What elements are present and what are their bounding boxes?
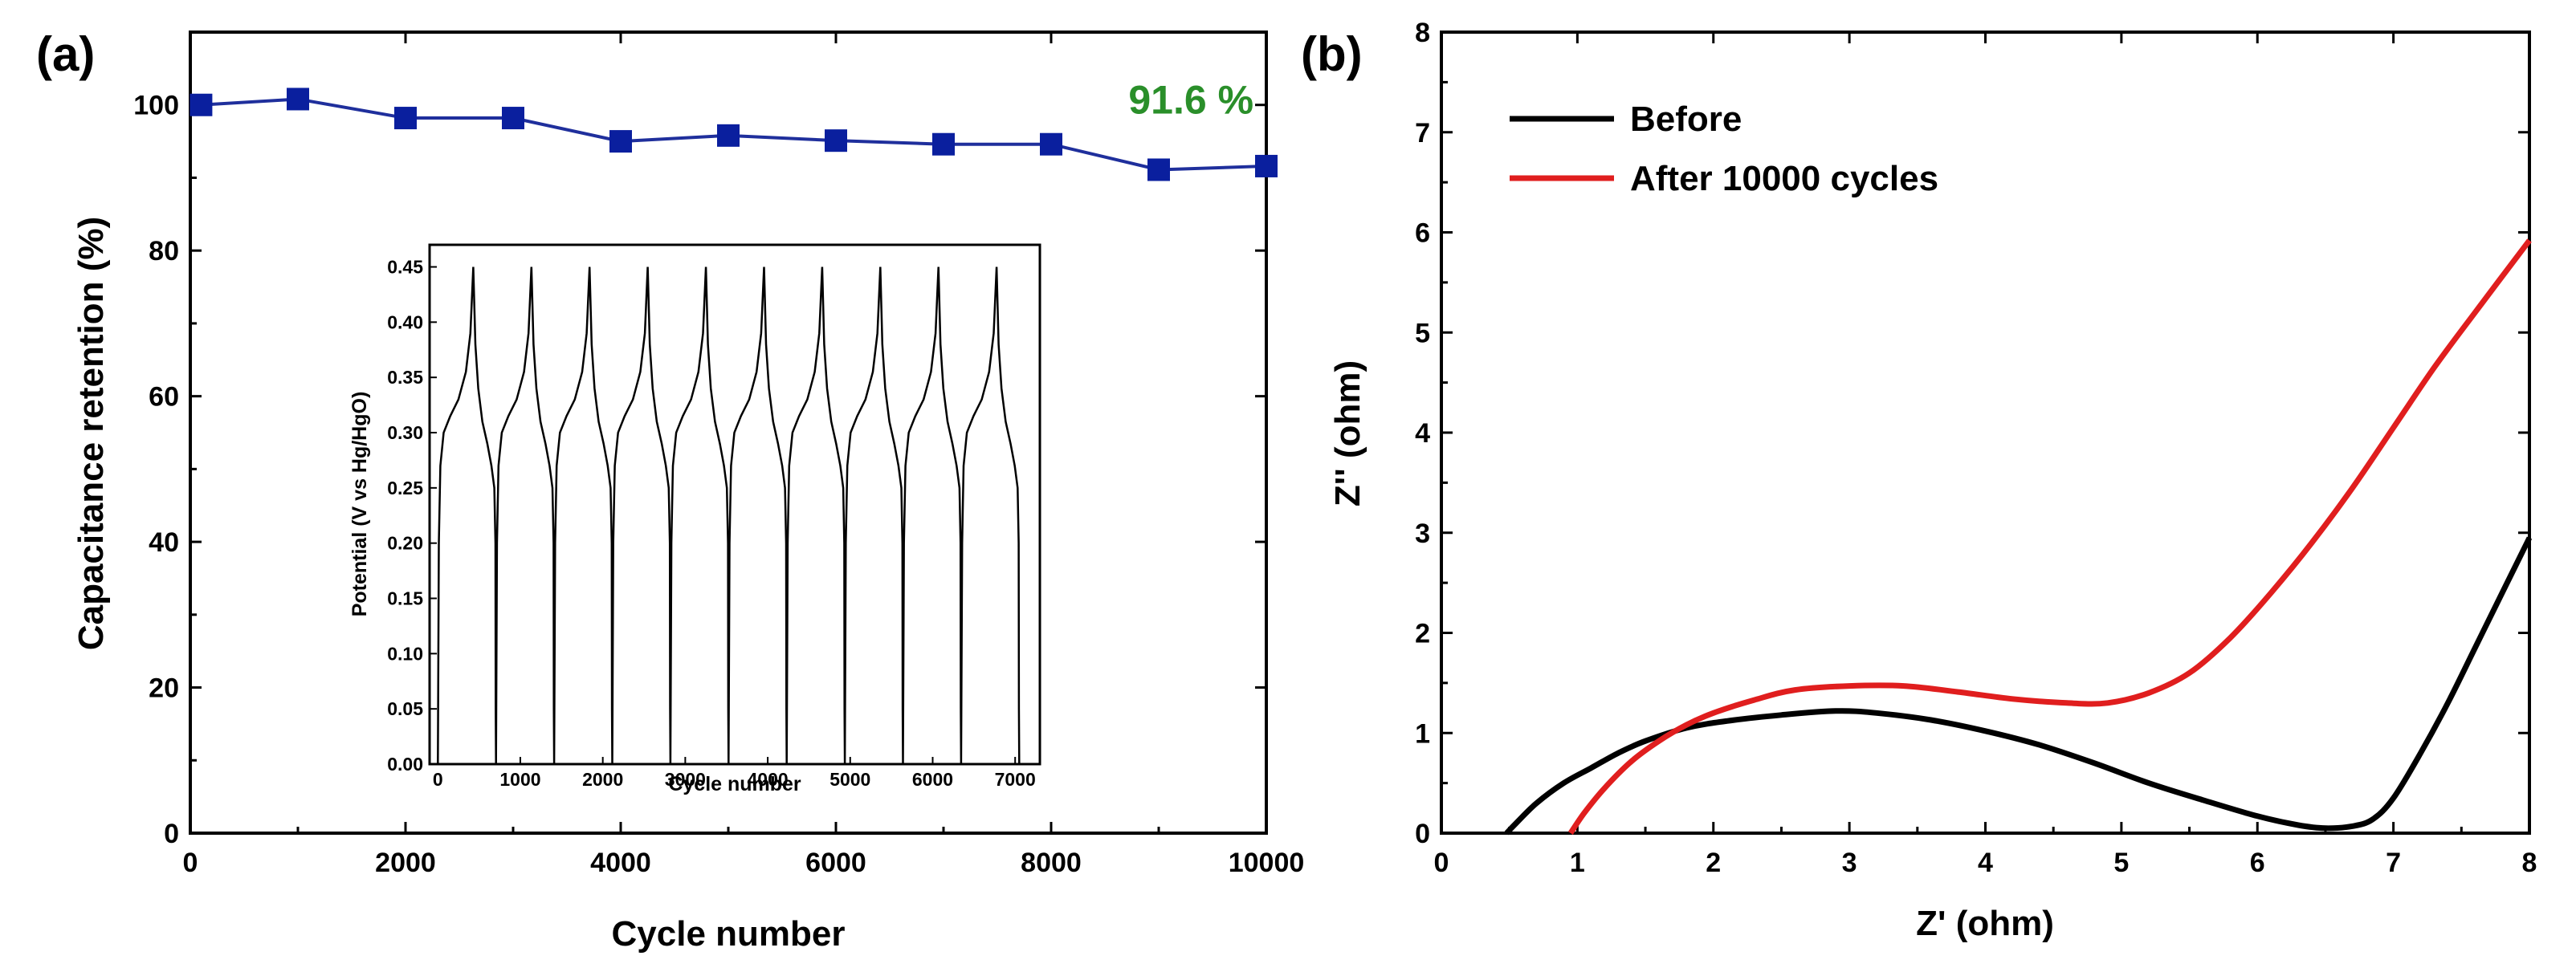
inset-x-tick-label: 5000: [829, 769, 870, 790]
inset-x-tick-label: 3000: [665, 769, 706, 790]
inset-x-tick-label: 0: [433, 769, 443, 790]
retention-point: [502, 107, 524, 130]
panel-b-ticks: [1440, 31, 2531, 835]
retention-point: [609, 130, 632, 153]
panel-a-x-tick-labels: 0 2000 4000 6000 8000 10000: [183, 848, 1305, 878]
panel-a-y-tick-labels: 0 20 40 60 80 100: [133, 91, 179, 849]
panel-b-y-tick-label: 4: [1415, 418, 1430, 449]
panel-b-x-tick-label: 7: [2386, 848, 2401, 878]
panel-a-y-tick-label: 0: [164, 819, 179, 849]
inset-y-tick-label: 0.25: [387, 478, 423, 498]
panel-b-y-tick-labels: 0 1 2 3 4 5 6 7 8: [1415, 18, 1430, 849]
panel-a-y-tick-label: 100: [133, 91, 179, 121]
inset-y-tick-label: 0.45: [387, 257, 423, 278]
after-curve: [1567, 238, 2532, 835]
retention-point: [717, 124, 740, 147]
panel-a-series: [190, 87, 1278, 181]
panel-b-x-tick-label: 2: [1706, 848, 1721, 878]
panel-a-y-tick-label: 40: [149, 527, 179, 558]
inset-y-tick-label: 0.05: [387, 698, 423, 719]
retention-point: [190, 93, 213, 116]
retention-point: [1147, 158, 1170, 181]
inset-chart: 0 1000 2000 3000 4000 5000 6000 7000 0.000.050.…: [348, 243, 1041, 795]
retention-point: [287, 87, 309, 111]
inset-x-tick-label: 4000: [747, 769, 788, 790]
panel-b-y-tick-label: 0: [1415, 819, 1430, 849]
panel-a-y-tick-label: 20: [149, 673, 179, 704]
panel-b-x-tick-label: 4: [1978, 848, 1993, 878]
inset-y-tick-label: 0.35: [387, 367, 423, 388]
inset-y-tick-labels: 0.00 0.05 0.10 0.15 0.20 0.25 0.30 0.35 0.40 0.45: [387, 257, 423, 775]
panel-b-y-tick-label: 2: [1415, 619, 1430, 649]
retention-point: [932, 132, 955, 156]
inset-potential-curve: [437, 266, 1021, 765]
inset-x-tick-label: 2000: [582, 769, 623, 790]
inset-x-tick-label: 7000: [995, 769, 1036, 790]
panel-b-series: [1504, 238, 2533, 836]
panel-b-x-tick-label: 0: [1434, 848, 1449, 878]
panel-b-x-tick-label: 6: [2250, 848, 2265, 878]
retention-point: [825, 129, 847, 153]
inset-y-tick-label: 0.15: [387, 588, 423, 609]
inset-y-tick-label: 0.30: [387, 422, 423, 443]
panel-b-label: (b): [1301, 27, 1363, 81]
inset-frame: [428, 243, 1041, 766]
panel-b: (b) 0 1 2 3 4 5 6 7 8 0 1 2 3 4 5 6 7 8 Z' (ohm) Z'' (oh…: [1301, 18, 2537, 943]
panel-a-y-tick-label: 80: [149, 236, 179, 266]
inset-x-tick-label: 1000: [499, 769, 540, 790]
panel-b-x-tick-label: 8: [2522, 848, 2537, 878]
panel-a-x-tick-label: 0: [183, 848, 198, 878]
panel-b-y-tick-label: 5: [1415, 318, 1430, 348]
panel-a-x-axis-label: Cycle number: [612, 914, 846, 954]
panel-a-y-axis-label: Capacitance retention (%): [71, 217, 111, 650]
panel-b-x-axis-label: Z' (ohm): [1916, 904, 2054, 943]
retention-point: [394, 107, 417, 130]
panel-b-x-tick-label: 3: [1842, 848, 1857, 878]
inset-y-tick-label: 0.40: [387, 311, 423, 332]
panel-a-label: (a): [36, 27, 95, 81]
panel-b-y-tick-label: 7: [1415, 118, 1430, 148]
inset-y-tick-label: 0.20: [387, 533, 423, 554]
legend: Before After 10000 cycles: [1510, 100, 1938, 198]
panel-a-x-tick-label: 6000: [805, 848, 866, 878]
inset-x-tick-label: 6000: [912, 769, 953, 790]
panel-b-y-tick-label: 1: [1415, 718, 1430, 749]
panel-b-x-tick-labels: 0 1 2 3 4 5 6 7 8: [1434, 848, 2537, 878]
panel-b-frame: [1440, 31, 2531, 835]
inset-y-axis-label: Potential (V vs Hg/HgO): [348, 392, 371, 617]
legend-after-label: After 10000 cycles: [1630, 159, 1938, 198]
inset-y-tick-label: 0.10: [387, 643, 423, 664]
inset-x-tick-labels: 0 1000 2000 3000 4000 5000 6000 7000: [433, 769, 1036, 790]
panel-a-x-tick-label: 4000: [590, 848, 651, 878]
legend-before-label: Before: [1630, 100, 1742, 139]
panel-a-x-tick-label: 10000: [1229, 848, 1305, 878]
panel-a-x-tick-label: 8000: [1021, 848, 1082, 878]
panel-a-x-tick-label: 2000: [375, 848, 436, 878]
retention-annotation: 91.6 %: [1128, 78, 1253, 123]
retention-point: [1040, 132, 1062, 156]
panel-b-y-axis-label: Z'' (ohm): [1328, 360, 1367, 506]
panel-a: (a) 0 2000 4000 6000 8000 10000 020406080100 …: [36, 27, 1304, 954]
inset-x-axis-label: Cycle number: [668, 773, 801, 795]
inset-y-tick-label: 0.00: [387, 754, 423, 775]
panel-b-y-tick-label: 6: [1415, 218, 1430, 249]
panel-b-y-tick-label: 3: [1415, 519, 1430, 549]
inset-ticks: [430, 266, 1017, 765]
panel-b-x-tick-label: 1: [1570, 848, 1585, 878]
panel-b-y-tick-label: 8: [1415, 18, 1430, 48]
retention-point: [1255, 154, 1278, 177]
panel-a-y-tick-label: 60: [149, 382, 179, 413]
panel-b-x-tick-label: 5: [2113, 848, 2129, 878]
before-curve: [1504, 536, 2533, 836]
